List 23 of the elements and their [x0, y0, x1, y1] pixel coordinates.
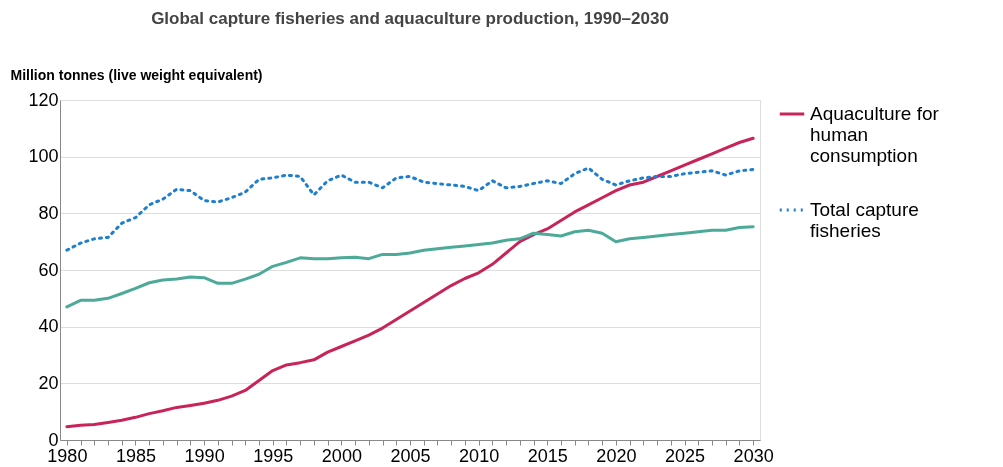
y-tick-label: 120: [28, 89, 59, 110]
line-series: [65, 225, 755, 309]
y-tick-label: 20: [38, 372, 59, 393]
line-series: [65, 166, 755, 252]
y-tick-label: 100: [28, 146, 59, 167]
x-tick-label: 1985: [115, 445, 157, 466]
y-axis-title: Million tonnes (live weight equivalent): [10, 66, 263, 83]
x-tick-label: 2010: [459, 445, 500, 466]
x-tick-label: 1990: [184, 445, 225, 466]
x-tick-label: 2015: [527, 445, 568, 466]
x-tick-label: 2020: [596, 445, 637, 466]
y-tick-label: 80: [38, 202, 59, 223]
line-series: [65, 136, 755, 429]
y-tick-label: 60: [38, 259, 59, 280]
x-tick-label: 2005: [390, 445, 431, 466]
x-tick-label: 2000: [321, 445, 362, 466]
x-tick-label: 2025: [664, 445, 706, 466]
chart-title: Global capture fisheries and aquaculture production, 1990–2030: [151, 9, 669, 28]
y-tick-label: 40: [38, 316, 59, 337]
x-tick-label: 1995: [253, 445, 294, 466]
x-tick-label: 2030: [733, 445, 774, 466]
legend-label: Aquaculture for human consumption: [810, 103, 940, 166]
legend-label: Total capture fisheries: [810, 199, 919, 241]
